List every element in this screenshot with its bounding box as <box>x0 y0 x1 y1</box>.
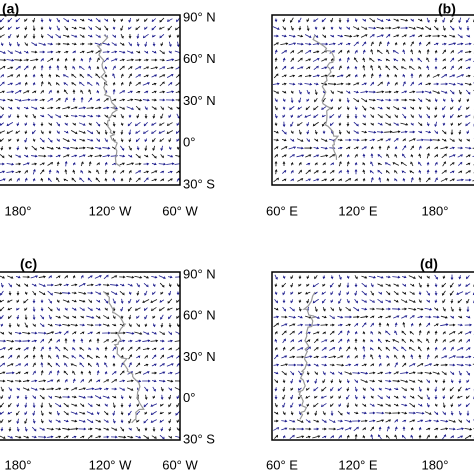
wind-vectors <box>0 275 180 440</box>
lon-tick-label: 120° W <box>89 203 133 218</box>
map-panel <box>0 17 180 183</box>
lat-tick-label: 30° N <box>183 349 216 364</box>
lon-tick-label: 180° <box>5 457 32 472</box>
coastline <box>103 291 145 424</box>
lat-tick-label: 30° S <box>183 431 215 446</box>
lon-tick-label: 60° W <box>162 203 198 218</box>
coastline <box>297 291 316 420</box>
coastline <box>312 34 340 160</box>
wind-vectors <box>0 274 180 440</box>
lat-tick-label: 30° N <box>183 93 216 108</box>
lon-tick-label: 120° E <box>338 457 378 472</box>
panel-frame <box>271 271 474 441</box>
lon-tick-label: 180° <box>422 203 449 218</box>
lat-tick-label: 0° <box>183 390 195 405</box>
lat-tick-label: 60° N <box>183 308 216 323</box>
wind-vectors <box>0 17 180 183</box>
map-panel <box>0 274 180 440</box>
panel-label: (b) <box>438 1 456 17</box>
lat-tick-label: 60° N <box>183 51 216 66</box>
panel-label: (d) <box>420 256 438 272</box>
coastline <box>96 34 121 167</box>
panel-frame <box>0 271 181 441</box>
panel-label: (a) <box>2 1 19 17</box>
lat-tick-label: 90° N <box>183 9 216 24</box>
lat-tick-label: 0° <box>183 135 195 150</box>
lon-tick-label: 60° W <box>162 457 198 472</box>
lon-tick-label: 120° E <box>338 203 378 218</box>
wind-vectors <box>273 17 474 183</box>
lat-tick-label: 90° N <box>183 266 216 281</box>
lon-tick-label: 120° W <box>89 457 133 472</box>
wind-vectors <box>273 275 474 440</box>
map-panel <box>272 17 474 183</box>
lon-tick-label: 180° <box>422 457 449 472</box>
lon-tick-label: 60° E <box>266 203 298 218</box>
wind-vectors <box>273 274 474 440</box>
wind-vectors <box>0 17 180 183</box>
panel-label: (c) <box>20 256 37 272</box>
lon-tick-label: 180° <box>5 203 32 218</box>
lon-tick-label: 60° E <box>266 457 298 472</box>
panel-frame <box>271 14 474 186</box>
map-panel <box>273 274 474 440</box>
panel-frame <box>0 14 181 186</box>
lat-tick-label: 30° S <box>183 176 215 191</box>
